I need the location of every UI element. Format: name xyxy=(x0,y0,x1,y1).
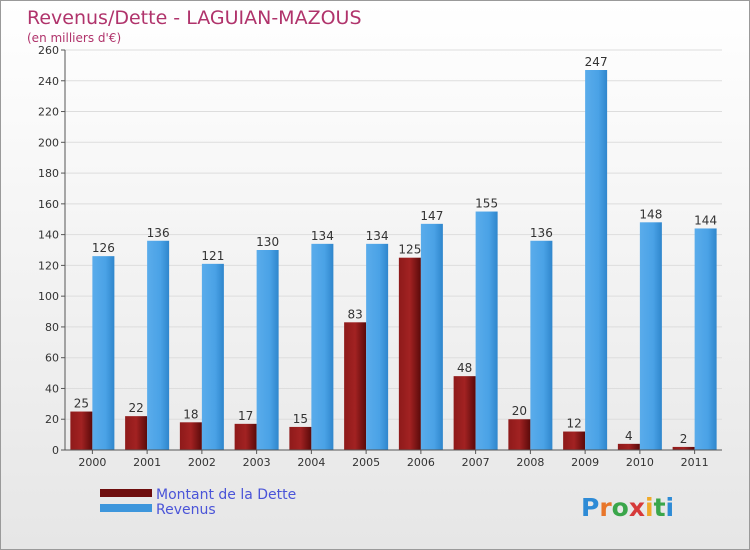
y-tick-label: 80 xyxy=(45,321,59,334)
x-tick-label: 2007 xyxy=(462,456,490,469)
x-tick-label: 2011 xyxy=(681,456,709,469)
data-label-revenus: 136 xyxy=(530,226,553,240)
data-label-revenus: 144 xyxy=(694,213,717,227)
data-label-dette: 20 xyxy=(512,404,527,418)
logo-text: Proxiti xyxy=(581,493,674,522)
bar-dette xyxy=(453,376,476,450)
bar-revenus xyxy=(530,240,553,450)
bar-layer xyxy=(70,70,717,450)
x-tick-label: 2002 xyxy=(188,456,216,469)
data-label-dette: 12 xyxy=(566,417,581,431)
x-tick-label: 2004 xyxy=(297,456,325,469)
x-tick-label: 2010 xyxy=(626,456,654,469)
data-label-dette: 4 xyxy=(625,429,633,443)
y-tick-label: 100 xyxy=(38,290,59,303)
data-label-dette: 125 xyxy=(398,243,421,257)
data-label-dette: 2 xyxy=(680,432,688,446)
chart-subtitle: (en milliers d'€) xyxy=(27,31,121,45)
bar-revenus xyxy=(694,228,717,450)
data-label-revenus: 134 xyxy=(311,229,334,243)
data-label-revenus: 130 xyxy=(256,235,279,249)
y-axis-ticks: 0 20 40 60 80 100 120 140 160 180 200 220 240 260 xyxy=(38,44,65,457)
data-label-dette: 25 xyxy=(74,397,89,411)
bar-dette xyxy=(234,423,257,450)
bar-dette xyxy=(672,446,695,450)
bar-dette xyxy=(508,419,531,450)
legend-label-dette: Montant de la Dette xyxy=(156,487,296,503)
proxiti-logo: Proxiti xyxy=(581,493,674,522)
data-label-dette: 22 xyxy=(128,401,143,415)
y-tick-label: 180 xyxy=(38,167,59,180)
x-tick-label: 2001 xyxy=(133,456,161,469)
bar-dette xyxy=(125,416,148,450)
y-tick-label: 40 xyxy=(45,382,59,395)
x-tick-label: 2006 xyxy=(407,456,435,469)
data-label-revenus: 148 xyxy=(639,207,662,221)
bar-revenus xyxy=(475,211,498,450)
y-tick-label: 120 xyxy=(38,259,59,272)
data-label-revenus: 136 xyxy=(147,226,170,240)
bar-dette xyxy=(70,411,93,450)
bar-dette xyxy=(398,257,421,450)
chart-title: Revenus/Dette - LAGUIAN-MAZOUS xyxy=(27,7,362,29)
legend-swatch-revenus xyxy=(100,504,152,512)
bar-revenus xyxy=(201,263,224,450)
y-tick-label: 0 xyxy=(52,444,59,457)
y-tick-label: 260 xyxy=(38,44,59,57)
data-label-revenus: 126 xyxy=(92,241,115,255)
legend-swatch-dette xyxy=(100,489,152,497)
grid-layer xyxy=(65,49,722,420)
x-tick-label: 2009 xyxy=(571,456,599,469)
legend: Montant de la Dette Revenus xyxy=(100,487,296,518)
data-label-revenus: 121 xyxy=(201,249,224,263)
data-label-dette: 48 xyxy=(457,361,472,375)
bar-dette xyxy=(289,426,312,450)
data-label-dette: 17 xyxy=(238,409,253,423)
data-label-revenus: 247 xyxy=(585,55,608,69)
bar-revenus xyxy=(585,70,608,450)
y-tick-label: 20 xyxy=(45,413,59,426)
data-label-revenus: 147 xyxy=(420,209,443,223)
bar-revenus xyxy=(256,250,279,450)
bar-revenus xyxy=(420,223,443,450)
x-axis-ticks: 2000 2001 2002 2003 2004 2005 2006 2007 2008 2009… xyxy=(78,450,709,469)
bar-revenus xyxy=(92,256,115,450)
x-tick-label: 2005 xyxy=(352,456,380,469)
data-label-dette: 15 xyxy=(293,412,308,426)
data-label-dette: 18 xyxy=(183,407,198,421)
data-label-revenus: 134 xyxy=(366,229,389,243)
bar-dette xyxy=(179,422,202,450)
y-tick-label: 140 xyxy=(38,229,59,242)
bar-dette xyxy=(563,431,586,450)
legend-label-revenus: Revenus xyxy=(156,502,216,518)
bar-dette xyxy=(344,322,367,450)
y-tick-label: 220 xyxy=(38,106,59,119)
bar-revenus xyxy=(147,240,170,450)
y-tick-label: 60 xyxy=(45,352,59,365)
data-label-dette: 83 xyxy=(347,307,362,321)
x-tick-label: 2000 xyxy=(78,456,106,469)
bar-revenus xyxy=(639,222,662,450)
y-tick-label: 240 xyxy=(38,75,59,88)
x-tick-label: 2003 xyxy=(243,456,271,469)
bar-dette xyxy=(617,443,640,450)
data-labels: 25 126 22 136 18 121 17 130 15 134 83 134 125 147 48 15… xyxy=(74,55,717,446)
y-tick-label: 200 xyxy=(38,136,59,149)
bar-revenus xyxy=(366,243,389,450)
x-tick-label: 2008 xyxy=(516,456,544,469)
data-label-revenus: 155 xyxy=(475,197,498,211)
bar-revenus xyxy=(311,243,334,450)
y-tick-label: 160 xyxy=(38,198,59,211)
